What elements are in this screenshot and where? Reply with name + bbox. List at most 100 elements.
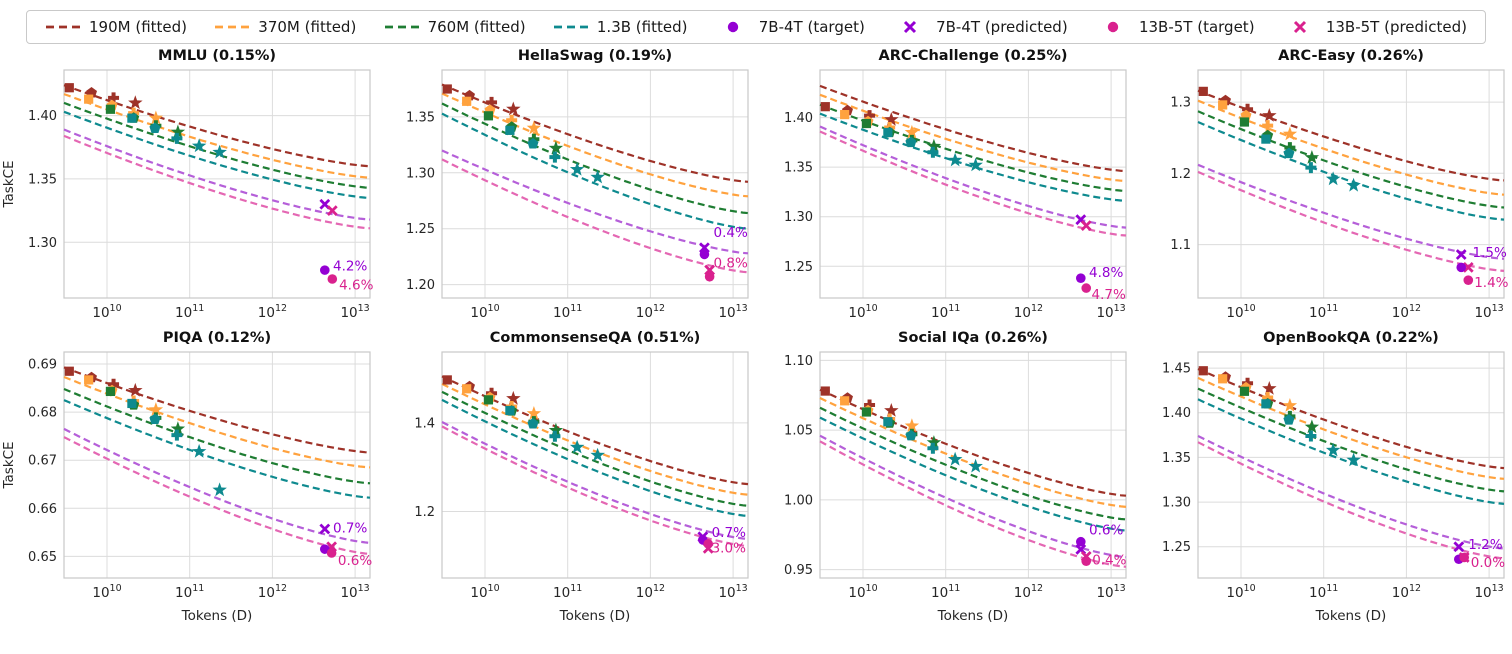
x-tick-label: 1011 (553, 303, 582, 321)
point-760m-square (483, 395, 494, 405)
legend-label: 13B-5T (target) (1138, 18, 1255, 36)
point-370m-square (462, 384, 472, 394)
y-axis-label: TaskCE (1, 441, 17, 489)
point-1.3b-star (947, 152, 963, 167)
y-tick-label: 1.05 (784, 424, 813, 439)
point-190m-star (128, 95, 143, 110)
error-annotation: 0.4% (714, 225, 748, 241)
curve-1.3b-fitted- (63, 399, 371, 499)
curve-13b-5t-predicted- (63, 436, 371, 556)
curve-13b-5t-predicted- (441, 158, 749, 274)
subplot-mmlu: 4.2% 4.6% 1.30 1.35 1.40 1010 1011 1012 1013 MMLU… (1, 48, 374, 321)
point-1.3b-pentagon (905, 429, 917, 441)
point-7b-4t-predicted- (1455, 249, 1467, 260)
x-tick-label: 1012 (1014, 583, 1043, 601)
point-190m-plus (864, 399, 876, 411)
legend-label: 1.3B (fitted) (596, 18, 688, 36)
point-1.3b-star (968, 157, 983, 172)
y-tick-label: 1.35 (1162, 451, 1191, 466)
x-tick-label: 1010 (92, 303, 121, 321)
legend-item-7b-4t-predicted: 7B-4T (predicted) (892, 18, 1068, 36)
error-annotation: 4.8% (1089, 265, 1123, 281)
legend: 190M (fitted) 370M (fitted) 760M (fitted) 1… (26, 10, 1486, 44)
point-370m-square (462, 96, 472, 106)
point-13b-5t-target- (703, 539, 714, 549)
curve-760m-fitted- (63, 387, 371, 485)
point-760m-star (1304, 419, 1320, 434)
point-1.3b-star (191, 443, 207, 458)
point-370m-star (904, 418, 920, 433)
curve-13b-5t-predicted- (63, 134, 371, 230)
curve-370m-fitted- (63, 375, 371, 469)
curve-760m-fitted- (1197, 110, 1505, 209)
point-1.3b-star (1325, 442, 1341, 457)
point-1.3b-pentagon (1283, 414, 1295, 425)
point-1.3b-square (127, 398, 137, 409)
legend-label: 760M (fitted) (427, 18, 526, 36)
point-1.3b-square (127, 113, 137, 123)
x-axis-label: Tokens (D) (937, 608, 1009, 624)
x-tick-label: 1013 (1096, 303, 1125, 321)
point-190m-plus (108, 92, 120, 104)
curve-190m-fitted- (63, 366, 371, 454)
y-tick-label: 0.65 (28, 550, 57, 565)
legend-item-190m-fitted: 190M (fitted) (45, 18, 187, 36)
point-760m-square (483, 111, 494, 121)
point-190m-star (1262, 381, 1277, 395)
point-190m-star (506, 390, 521, 405)
curve-13b-5t-predicted- (819, 130, 1127, 237)
legend-x-icon (1293, 20, 1306, 34)
point-1.3b-plus (1305, 162, 1317, 174)
point-13b-5t-target- (1081, 283, 1092, 293)
point-370m-square (1218, 374, 1228, 384)
curve-760m-fitted- (63, 101, 371, 189)
subplot-social-iqa: 0.6% 0.4% 0.95 1.00 1.05 1.10 1010 1011 1012 1013… (784, 330, 1127, 624)
point-1.3b-star (590, 447, 605, 462)
point-13b-5t-target- (704, 271, 715, 282)
point-1.3b-star (212, 482, 227, 497)
point-1.3b-square (1261, 134, 1271, 144)
point-1.3b-pentagon (149, 413, 161, 424)
point-370m-star (1282, 398, 1298, 412)
legend-x-icon (904, 20, 917, 34)
point-1.3b-plus (549, 151, 561, 163)
point-760m-star (170, 421, 186, 436)
x-tick-label: 1012 (636, 583, 665, 601)
point-13b-5t-target- (1459, 552, 1470, 563)
point-13b-5t-predicted- (326, 205, 338, 216)
point-190m-square (442, 84, 452, 94)
point-1.3b-plus (171, 132, 183, 144)
point-13b-5t-target- (1081, 556, 1092, 567)
subplot-title: PIQA (0.12%) (163, 330, 271, 346)
x-axis-label: Tokens (D) (181, 608, 253, 624)
legend-label: 190M (fitted) (89, 18, 188, 36)
subplot-title: Social IQa (0.26%) (898, 330, 1048, 346)
legend-label: 370M (fitted) (258, 18, 357, 36)
point-7b-4t-target- (320, 265, 330, 275)
point-1.3b-star (968, 458, 983, 473)
y-tick-label: 1.25 (406, 222, 435, 237)
legend-item-7b-4t-target: 7B-4T (target) (715, 18, 865, 36)
point-1.3b-star (590, 169, 605, 184)
error-annotation: 3.0% (712, 540, 746, 556)
point-1.3b-plus (1305, 430, 1317, 442)
point-370m-square (84, 375, 94, 385)
x-tick-label: 1010 (92, 583, 121, 601)
curve-1.3b-fitted- (1197, 120, 1505, 221)
subplot-title: HellaSwag (0.19%) (518, 48, 672, 64)
curve-190m-fitted- (63, 84, 371, 168)
point-13b-5t-predicted- (1080, 220, 1092, 232)
x-tick-label: 1010 (1226, 303, 1255, 321)
point-190m-star (1262, 108, 1277, 122)
point-370m-plus (1262, 392, 1274, 404)
curve-760m-fitted- (1197, 387, 1505, 493)
y-tick-label: 1.30 (28, 236, 57, 251)
subplot-title: MMLU (0.15%) (158, 48, 276, 64)
point-760m-star (170, 124, 186, 139)
curve-7b-4t-predicted- (441, 149, 749, 255)
point-190m-plus (108, 378, 120, 390)
error-annotation: 4.6% (339, 277, 373, 293)
x-tick-label: 1011 (553, 583, 582, 601)
y-tick-label: 1.2 (414, 505, 435, 520)
point-760m-star (1304, 150, 1320, 164)
